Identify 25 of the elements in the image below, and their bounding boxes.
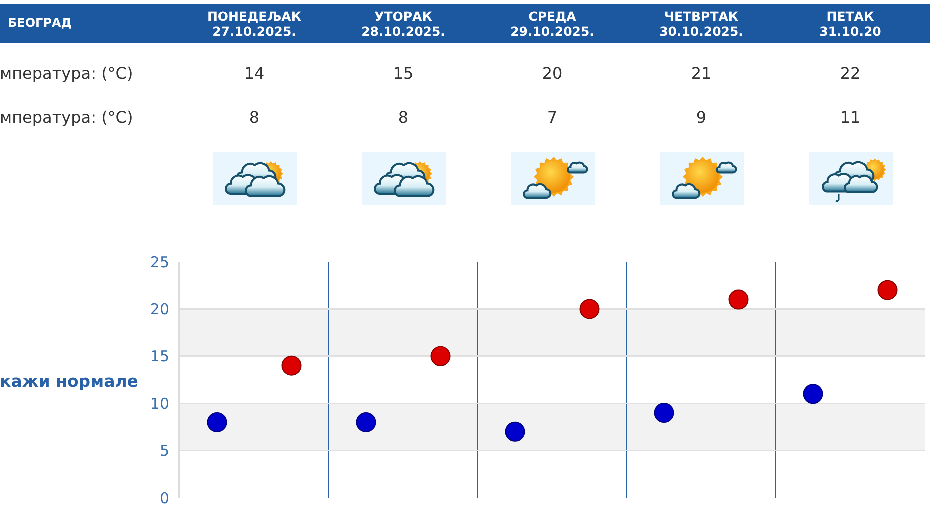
data-label: 14	[243, 64, 266, 83]
data-label: 9	[695, 108, 708, 127]
data-label: 8	[248, 108, 261, 127]
y-tick-label: 15	[150, 348, 170, 366]
y-tick-label: 20	[150, 300, 170, 318]
text: ПЕТАК 31.10.20	[820, 8, 882, 38]
text: мпература: (°C)	[0, 64, 134, 83]
data-label: 15	[392, 64, 415, 83]
data-label: 21	[690, 64, 713, 83]
text: кажи нормале	[0, 372, 139, 391]
data-label: 11	[839, 108, 862, 127]
data-label: 7	[546, 108, 559, 127]
y-tick-label: 0	[160, 489, 170, 508]
text: мпература: (°C)	[0, 108, 134, 127]
data-label: 20	[541, 64, 564, 83]
text: УТОРАК 28.10.2025.	[362, 8, 446, 38]
y-tick-label: 10	[150, 394, 170, 413]
text: ПОНЕДЕЉАК 27.10.2025.	[207, 8, 302, 38]
data-label: 8	[397, 108, 410, 127]
text: ЧЕТВРТАК 30.10.2025.	[660, 8, 744, 38]
y-tick-label: 5	[160, 442, 170, 460]
y-tick-label: 25	[150, 253, 170, 272]
text: СРЕДА 29.10.2025.	[510, 8, 594, 38]
data-label: 22	[839, 64, 862, 83]
text: БЕОГРАД	[8, 15, 72, 32]
